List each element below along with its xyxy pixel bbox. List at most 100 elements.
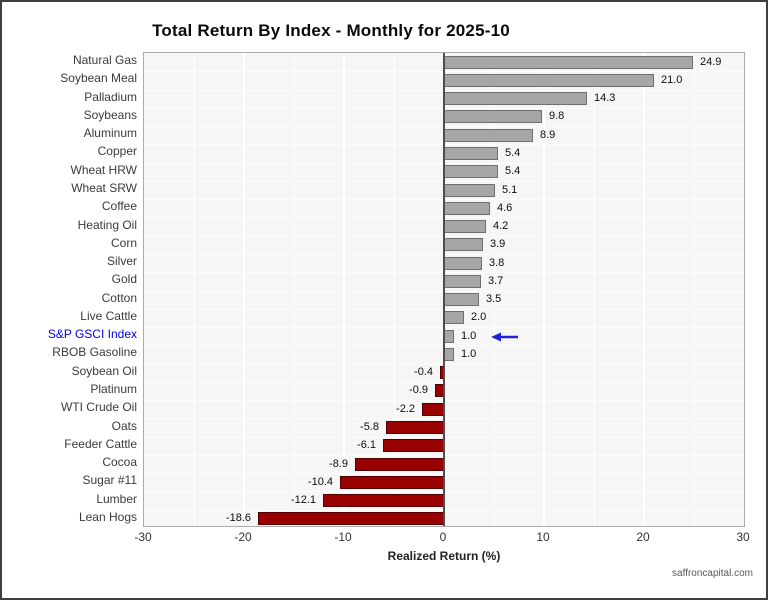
bar [444,55,693,69]
value-label: -5.8 [360,421,379,434]
value-label: 5.4 [505,146,521,159]
vertical-gridline [294,53,295,526]
plot-panel: 24.9 21.0 14.3 9.8 8.9 5.4 5.4 5.1 4.6 4.2 3.9 3.8 3… [143,52,745,527]
vertical-gridline [394,53,395,526]
bar [383,439,444,453]
bar [444,347,454,361]
value-label: -8.9 [329,457,348,470]
category-label: Coffee [101,199,137,214]
bar [444,220,486,234]
highlight-arrow-icon [488,330,520,348]
bar [444,165,498,179]
value-label: 24.9 [700,55,722,68]
value-label: 1.0 [461,329,477,342]
category-label: Soybeans [83,107,137,122]
category-label: Silver [106,254,137,269]
x-tick-label: -30 [134,530,152,544]
x-tick-label: 0 [439,530,447,544]
bar [258,512,444,526]
category-label: Soybean Meal [60,71,137,86]
vertical-gridline [643,53,645,526]
bar [386,421,444,435]
category-label: Aluminum [83,126,137,141]
watermark: saffroncapital.com [672,568,753,579]
vertical-gridline [343,53,345,526]
category-label: Cocoa [102,455,137,470]
value-label: -6.1 [357,439,376,452]
category-label: Palladium [84,89,137,104]
bar [444,329,454,343]
value-label: -0.4 [414,366,433,379]
category-label: Feeder Cattle [64,436,137,451]
value-label: 1.0 [461,347,477,360]
category-label: Lean Hogs [78,509,137,524]
bar [444,110,542,124]
value-label: 5.1 [502,183,518,196]
x-tick-label: 20 [636,530,650,544]
bar [444,238,483,252]
x-tick-label: 10 [536,530,550,544]
value-label: 3.7 [488,274,504,287]
category-label: WTI Crude Oil [60,400,137,415]
category-label: Wheat SRW [71,181,137,196]
category-label: S&P GSCI Index [47,327,137,342]
value-label: 3.8 [489,256,505,269]
value-label: 14.3 [594,92,616,105]
bar [444,92,587,106]
category-label: Gold [111,272,137,287]
bar [444,73,654,87]
value-label: 3.5 [486,293,502,306]
bar [444,311,464,325]
value-label: -12.1 [290,494,316,507]
value-label: 2.0 [471,311,487,324]
bar [444,146,498,160]
vertical-gridline [694,53,695,526]
value-label: 9.8 [549,110,565,123]
value-label: -10.4 [307,475,333,488]
category-label: Wheat HRW [70,162,137,177]
bar [444,201,490,215]
bar [422,402,444,416]
x-tick-label: -20 [234,530,252,544]
vertical-gridline [194,53,195,526]
value-label: 8.9 [540,128,556,141]
category-label: Platinum [90,381,137,396]
x-tick-label: -10 [334,530,352,544]
zero-axis-line [443,53,445,526]
vertical-gridline [543,53,545,526]
category-label: Heating Oil [77,217,137,232]
vertical-gridline [243,53,245,526]
vertical-gridline [494,53,495,526]
category-label: Sugar #11 [82,473,138,488]
category-label: Copper [97,144,137,159]
x-tick-label: 30 [736,530,750,544]
bar [444,293,479,307]
bar [444,128,533,142]
category-label: Soybean Oil [71,363,137,378]
bar [444,183,495,197]
category-label: Oats [111,418,137,433]
value-label: 21.0 [661,73,683,86]
category-label: RBOB Gasoline [52,345,137,360]
x-axis-title: Realized Return (%) [387,549,501,563]
bar [444,256,482,270]
value-label: 5.4 [505,165,521,178]
bar [444,274,481,288]
bar [340,475,444,489]
value-label: -0.9 [409,384,428,397]
category-label: Lumber [96,491,137,506]
value-label: 4.2 [493,220,509,233]
value-label: -18.6 [225,512,251,525]
category-label: Cotton [101,290,137,305]
chart-title: Total Return By Index - Monthly for 2025… [152,21,510,40]
bar [355,457,444,471]
bar [323,494,444,508]
category-label: Corn [110,235,137,250]
vertical-gridline [594,53,595,526]
value-label: 3.9 [490,238,506,251]
value-label: -2.2 [396,402,415,415]
value-label: 4.6 [497,201,513,214]
category-label: Live Cattle [80,308,137,323]
category-label: Natural Gas [72,53,137,68]
